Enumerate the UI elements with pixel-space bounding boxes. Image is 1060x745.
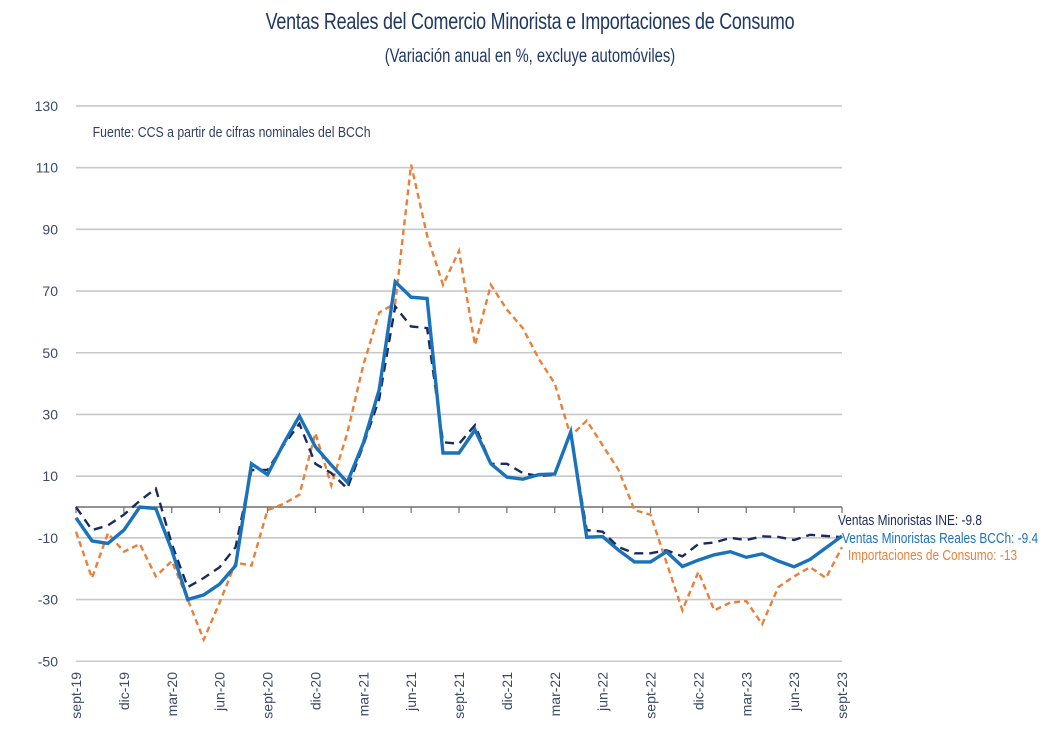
x-tick-label: jun-23	[786, 672, 802, 712]
x-tick-label: dic-19	[116, 672, 132, 710]
chart-title: Ventas Reales del Comercio Minorista e I…	[265, 8, 795, 34]
series-line-0	[75, 303, 843, 589]
x-axis-ticks: sept-19 dic-19 mar-20 jun-20 sept-20 dic-20 ma…	[68, 672, 850, 719]
source-annotation: Fuente: CCS a partir de cifras nominales…	[93, 124, 371, 140]
x-tick-label: sept-23	[834, 672, 850, 719]
y-tick-label: 10	[42, 468, 58, 484]
y-tick-label: -10	[38, 530, 58, 546]
y-tick-label: 130	[35, 98, 59, 114]
x-tick-label: mar-20	[164, 672, 180, 717]
gridlines	[76, 105, 842, 663]
x-tick-label: mar-22	[547, 672, 563, 717]
x-tick-label: jun-21	[403, 672, 419, 712]
x-tick-label: sept-20	[260, 672, 276, 719]
series-end-label: Ventas Minoristas INE: -9.8	[838, 512, 982, 528]
x-tick-label: sept-21	[451, 672, 467, 719]
y-tick-label: 110	[36, 160, 59, 176]
y-tick-label: 90	[42, 221, 58, 237]
y-tick-label: 30	[42, 406, 58, 422]
series-end-labels: Ventas Minoristas INE: -9.8 Ventas Minori…	[838, 512, 1038, 563]
y-tick-label: -30	[38, 592, 58, 608]
series-end-label: Ventas Minoristas Reales BCCh: -9.4	[842, 530, 1038, 546]
x-tick-label: jun-20	[212, 672, 228, 712]
x-tick-label: dic-22	[690, 672, 706, 710]
series-line-1	[74, 278, 844, 602]
y-tick-label: 50	[42, 345, 58, 361]
y-tick-label: -50	[38, 653, 58, 669]
series-lines	[74, 164, 844, 643]
series-line-2	[74, 164, 844, 643]
x-tick-label: sept-22	[643, 672, 659, 719]
x-tick-label: sept-19	[68, 672, 84, 719]
x-tick-label: mar-21	[355, 672, 371, 717]
chart-subtitle: (Variación anual en %, excluye automóvil…	[384, 46, 676, 67]
x-tick-label: dic-21	[499, 672, 515, 710]
y-axis-ticks: 130 110 90 70 50 30 10 -10 -30 -50	[35, 98, 59, 669]
x-tick-label: dic-20	[307, 672, 323, 710]
y-tick-label: 70	[42, 283, 58, 299]
x-tick-label: mar-23	[738, 672, 754, 717]
x-axis	[75, 506, 843, 513]
series-end-label: Importaciones de Consumo: -13	[848, 547, 1017, 563]
x-tick-label: jun-22	[595, 672, 611, 712]
